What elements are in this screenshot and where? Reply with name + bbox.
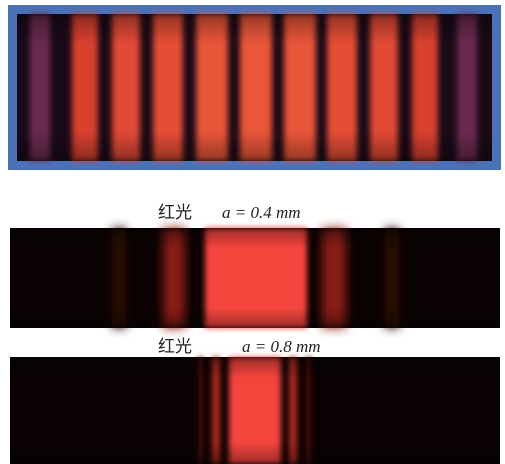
panel-label: 红光 a = 0.4 mm xyxy=(158,203,301,222)
light-label: 红光 xyxy=(158,337,192,356)
panel-label: 红光 a = 0.8 mm xyxy=(158,337,321,356)
slit-width: a = 0.4 mm xyxy=(222,203,301,222)
interference-panel xyxy=(8,5,501,170)
diffraction-panel xyxy=(10,357,500,464)
light-label: 红光 xyxy=(158,203,192,222)
diffraction-panel xyxy=(10,228,500,328)
slit-width: a = 0.8 mm xyxy=(242,337,321,356)
